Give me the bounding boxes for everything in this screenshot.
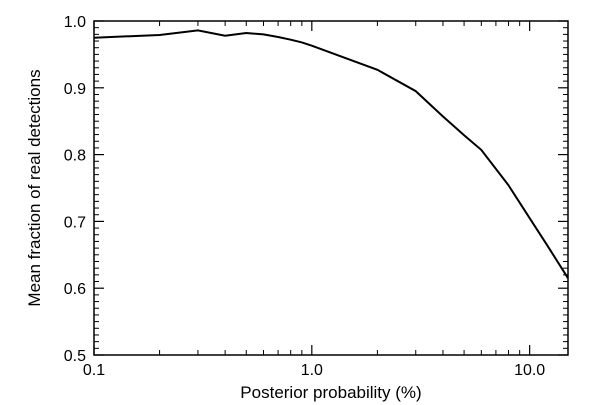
x-tick-label: 0.1 <box>83 362 105 379</box>
x-tick-label: 10.0 <box>514 362 545 379</box>
minor-ticks <box>94 21 568 355</box>
x-tick-label: 1.0 <box>301 362 323 379</box>
y-axis-title: Mean fraction of real detections <box>25 69 44 306</box>
y-tick-label: 1.0 <box>64 14 86 31</box>
y-tick-label: 0.5 <box>64 348 86 365</box>
plot-frame <box>93 20 569 356</box>
y-tick-label: 0.8 <box>64 148 86 165</box>
y-tick-label: 0.6 <box>64 281 86 298</box>
y-tick-label: 0.9 <box>64 81 86 98</box>
tick-labels: 0.1 1.0 10.0 0.5 0.6 0.7 0.8 0.9 1.0 <box>64 14 546 379</box>
major-ticks <box>93 20 568 356</box>
series-line <box>93 29 569 279</box>
x-axis-title: Posterior probability (%) <box>240 383 421 402</box>
y-tick-label: 0.7 <box>64 214 86 231</box>
